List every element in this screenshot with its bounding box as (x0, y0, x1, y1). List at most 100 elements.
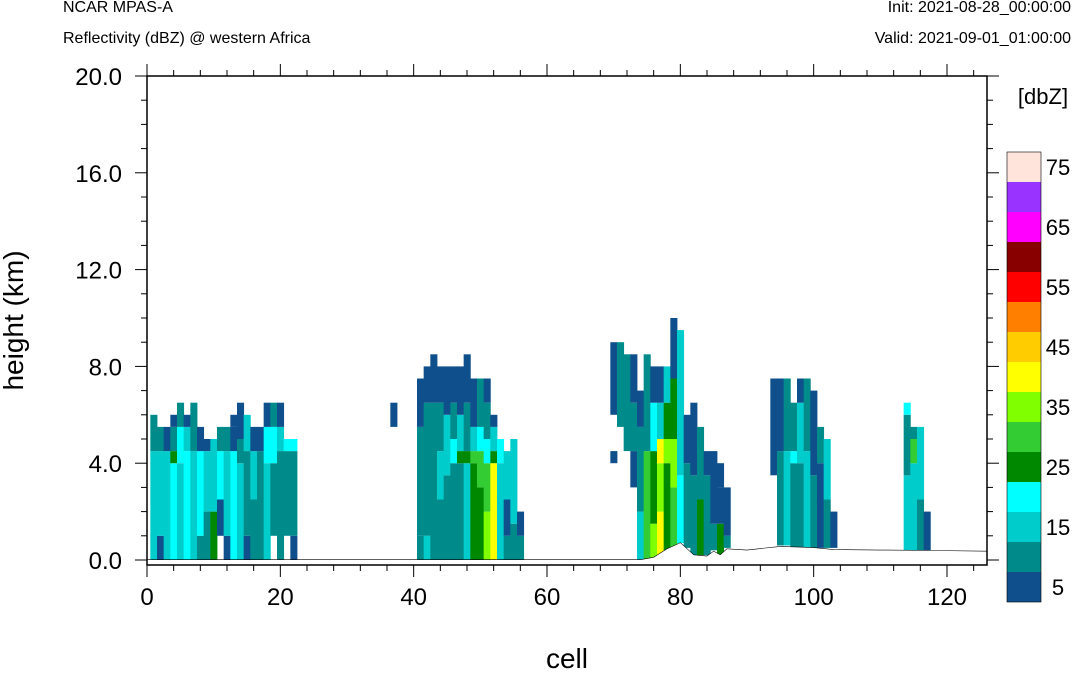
reflectivity-cell (150, 451, 158, 560)
reflectivity-cell (677, 330, 685, 476)
reflectivity-cell (443, 475, 451, 560)
reflectivity-cell (170, 463, 178, 560)
reflectivity-cell (223, 426, 231, 452)
reflectivity-cell (670, 378, 678, 439)
y-tick-label: 4.0 (89, 451, 122, 478)
colorbar-frame (1006, 151, 1042, 603)
reflectivity-cell (790, 463, 798, 548)
reflectivity-cell (257, 426, 265, 452)
reflectivity-cell (170, 451, 178, 464)
reflectivity-cell (183, 414, 191, 427)
reflectivity-cell (663, 402, 671, 439)
reflectivity-cell (177, 402, 185, 427)
reflectivity-cell (230, 414, 238, 427)
reflectivity-cell (690, 475, 698, 556)
reflectivity-cell (203, 439, 211, 452)
reflectivity-cell (437, 451, 445, 500)
x-axis-label: cell (546, 643, 588, 674)
reflectivity-cell (910, 463, 918, 551)
reflectivity-cell (217, 426, 225, 452)
reflectivity-cell (717, 523, 725, 556)
reflectivity-cell (910, 439, 918, 464)
reflectivity-cell (663, 463, 671, 551)
colorbar-swatch (1007, 542, 1041, 572)
reflectivity-cell (637, 426, 645, 512)
reflectivity-cell (490, 463, 498, 560)
y-tick-label: 8.0 (89, 354, 122, 381)
reflectivity-cell (463, 402, 471, 452)
reflectivity-cell (683, 463, 691, 548)
reflectivity-cell (470, 378, 478, 427)
reflectivity-cell (277, 451, 285, 560)
reflectivity-cell (503, 535, 511, 560)
reflectivity-cell (457, 463, 465, 560)
reflectivity-cell (157, 535, 165, 560)
reflectivity-cell (290, 535, 298, 560)
reflectivity-cell (657, 511, 665, 560)
reflectivity-cell (457, 366, 465, 415)
reflectivity-cell (717, 463, 725, 488)
reflectivity-cell (230, 451, 238, 560)
reflectivity-cell (723, 487, 731, 536)
reflectivity-cell (270, 426, 278, 464)
reflectivity-cell (777, 378, 785, 452)
reflectivity-cell (450, 402, 458, 439)
y-tick-label: 20.0 (75, 64, 122, 91)
reflectivity-cell (797, 402, 805, 464)
colorbar-label: 55 (1046, 275, 1070, 300)
reflectivity-cell (817, 426, 825, 464)
reflectivity-cell (190, 402, 198, 452)
colorbar-swatch (1007, 362, 1041, 392)
reflectivity-cell (830, 511, 838, 548)
reflectivity-cell (503, 451, 511, 500)
reflectivity-cell (470, 463, 478, 560)
reflectivity-cell (417, 535, 425, 560)
reflectivity-cell (677, 475, 685, 544)
reflectivity-cell (203, 451, 211, 512)
colorbar-label: 5 (1052, 575, 1064, 600)
reflectivity-cell (490, 426, 498, 452)
reflectivity-cell (797, 378, 805, 403)
reflectivity-cell (477, 426, 485, 452)
reflectivity-cell (477, 487, 485, 560)
reflectivity-cell (290, 439, 298, 452)
reflectivity-cell (163, 426, 171, 452)
reflectivity-cell (703, 475, 711, 556)
reflectivity-cell (717, 487, 725, 524)
reflectivity-cell (197, 451, 205, 536)
reflectivity-cell (923, 511, 931, 551)
reflectivity-cell (437, 366, 445, 403)
reflectivity-cell (710, 451, 718, 524)
reflectivity-cell (650, 451, 658, 524)
reflectivity-cell (643, 451, 651, 560)
reflectivity-cell (663, 366, 671, 403)
reflectivity-cell (817, 463, 825, 548)
reflectivity-cell (250, 499, 258, 560)
colorbar-swatch (1007, 572, 1041, 602)
reflectivity-cell (683, 414, 691, 464)
reflectivity-cell (803, 451, 811, 548)
reflectivity-cell (170, 426, 178, 452)
reflectivity-cell (217, 499, 225, 536)
colorbar-label: 25 (1046, 455, 1070, 480)
reflectivity-cell (163, 451, 171, 560)
x-tick-label: 0 (140, 584, 153, 611)
reflectivity-cell (250, 426, 258, 452)
colorbar-swatch (1007, 152, 1041, 182)
terrain-fill (147, 543, 987, 565)
reflectivity-cell (283, 451, 291, 536)
reflectivity-cell (270, 463, 278, 536)
reflectivity-cell (637, 511, 645, 560)
reflectivity-cell (417, 426, 425, 536)
reflectivity-cell (903, 402, 911, 415)
reflectivity-cell (637, 390, 645, 427)
reflectivity-cell (497, 439, 505, 464)
reflectivity-cell (690, 402, 698, 476)
reflectivity-cell (797, 463, 805, 548)
reflectivity-cell (237, 402, 245, 439)
y-axis-label: height (km) (0, 250, 29, 390)
reflectivity-cell (463, 451, 471, 464)
reflectivity-cell (237, 439, 245, 464)
reflectivity-cell (710, 523, 718, 551)
reflectivity-cell (697, 426, 705, 500)
